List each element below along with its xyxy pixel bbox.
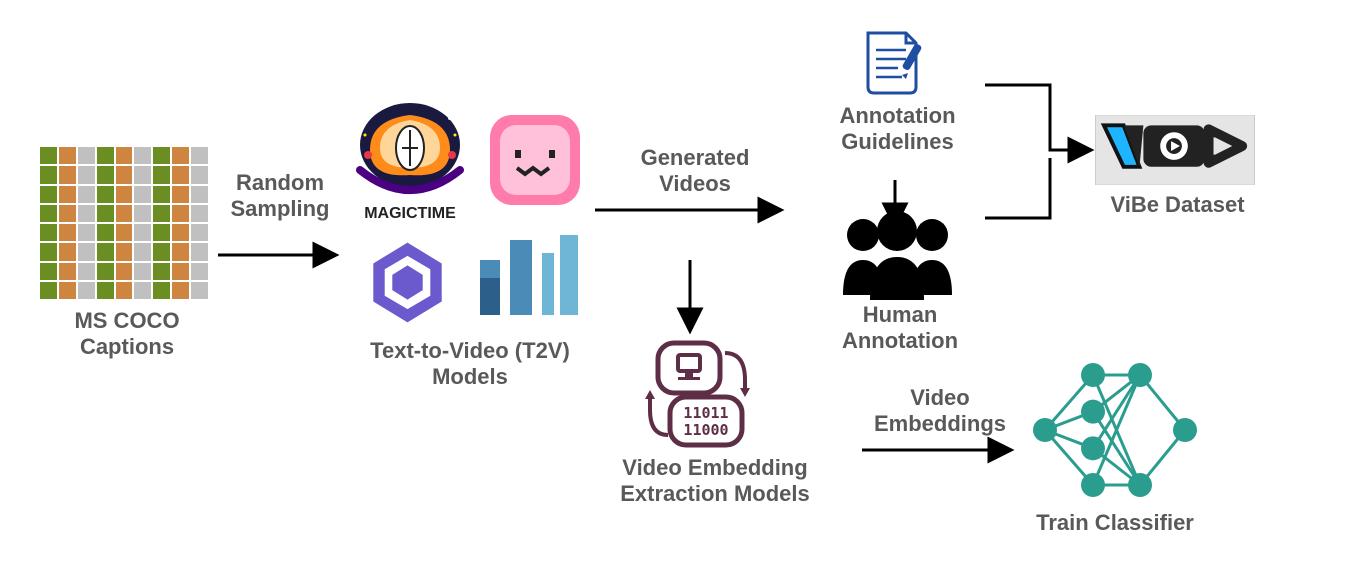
- embedding-icon: 11011 11000: [640, 335, 755, 450]
- human-group-icon: [825, 205, 970, 305]
- svg-text:11011: 11011: [683, 404, 728, 422]
- generated-videos-label: Generated Videos: [620, 145, 770, 198]
- random-sampling-label: Random Sampling: [210, 170, 350, 223]
- svg-text:11000: 11000: [683, 421, 728, 439]
- human-label: Human Annotation: [810, 302, 990, 355]
- bars-logo: [475, 235, 580, 320]
- guidelines-icon: [858, 25, 933, 100]
- coco-thumbnails: [38, 145, 210, 301]
- neural-net-icon: [1025, 355, 1200, 505]
- coco-label: MS COCO Captions: [38, 308, 216, 361]
- t2v-label: Text-to-Video (T2V) Models: [325, 338, 615, 391]
- vibe-label: ViBe Dataset: [1090, 192, 1265, 218]
- svg-text:MAGICTIME: MAGICTIME: [364, 205, 456, 222]
- guidelines-label: Annotation Guidelines: [805, 103, 990, 156]
- purple-hex-logo: [360, 235, 455, 330]
- pink-smiley-logo: [485, 110, 585, 210]
- magictime-logo: MAGICTIME: [350, 100, 470, 240]
- embedding-label: Video Embedding Extraction Models: [580, 455, 850, 508]
- vibe-logo: [1095, 115, 1255, 185]
- classifier-label: Train Classifier: [1010, 510, 1220, 536]
- video-embeddings-label: Video Embeddings: [855, 385, 1025, 438]
